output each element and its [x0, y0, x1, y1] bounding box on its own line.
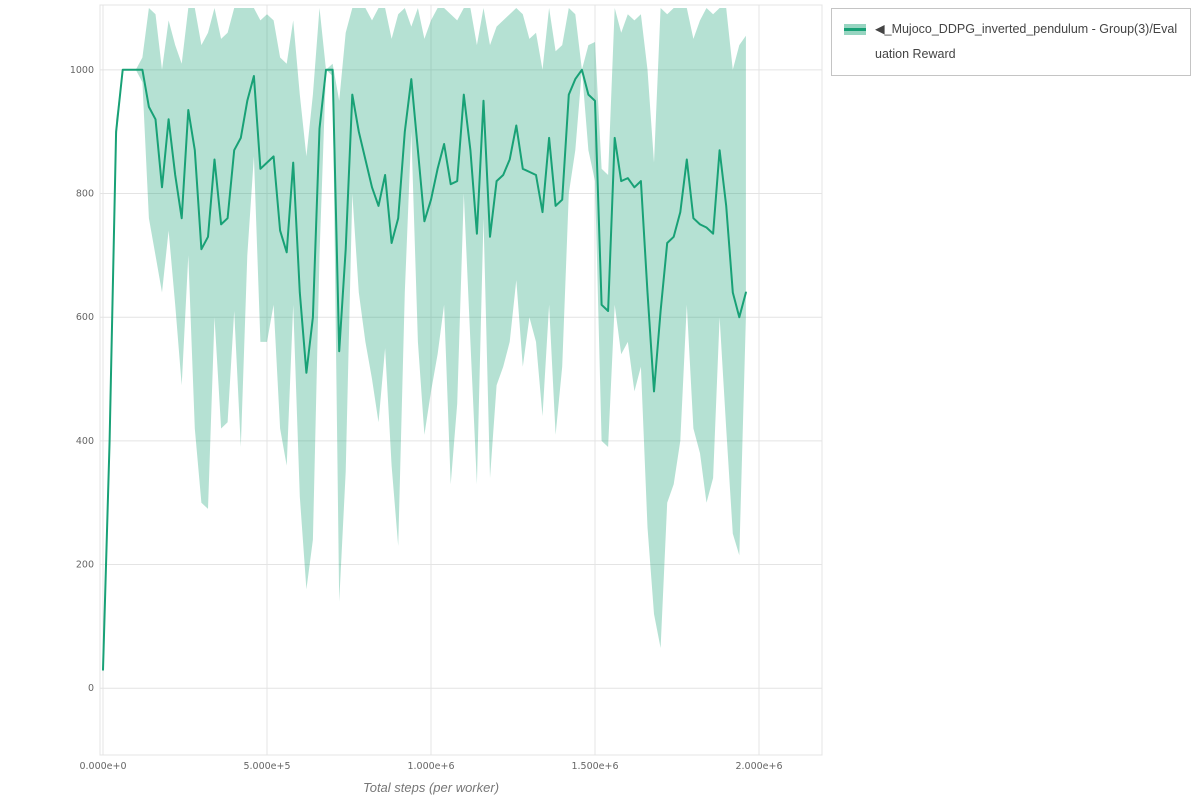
legend-swatch-line: [844, 28, 866, 31]
legend-item[interactable]: ◀_Mujoco_DDPG_inverted_pendulum - Group(…: [831, 8, 1191, 76]
svg-text:2.000e+6: 2.000e+6: [735, 761, 782, 772]
svg-text:1.000e+6: 1.000e+6: [407, 761, 454, 772]
svg-text:200: 200: [76, 560, 94, 571]
svg-text:800: 800: [76, 189, 94, 200]
svg-text:0.000e+0: 0.000e+0: [79, 761, 126, 772]
grid-lines: [99, 4, 823, 756]
legend-swatch: [844, 24, 866, 35]
svg-text:600: 600: [76, 312, 94, 323]
svg-text:400: 400: [76, 436, 94, 447]
x-axis-title: Total steps (per worker): [362, 780, 500, 795]
y-tick-labels: 0 200 400 600 800 1000: [70, 65, 94, 694]
svg-text:0: 0: [88, 683, 94, 694]
svg-text:5.000e+5: 5.000e+5: [243, 761, 290, 772]
svg-text:1.500e+6: 1.500e+6: [571, 761, 618, 772]
confidence-band: [103, 8, 746, 673]
x-tick-labels: 0.000e+0 5.000e+5 1.000e+6 1.500e+6 2.000e+6: [79, 761, 782, 772]
mean-line: [102, 68, 747, 671]
legend-label: ◀_Mujoco_DDPG_inverted_pendulum - Group(…: [875, 22, 1178, 61]
svg-text:1000: 1000: [70, 65, 94, 76]
